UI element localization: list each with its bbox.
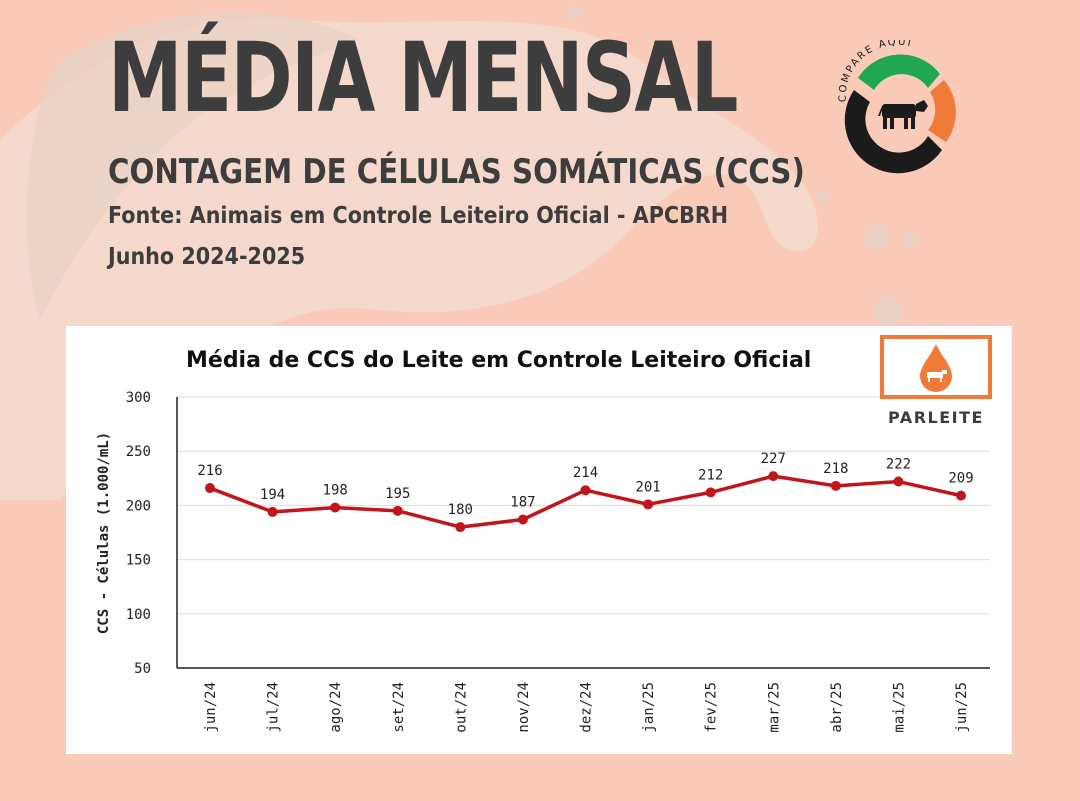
data-label: 227 [761,451,786,467]
x-tick-label: fev/25 [704,682,720,733]
compare-aqui-logo: COMPARE AQUI [838,40,956,174]
x-tick-label: out/24 [453,682,469,733]
y-tick-label: 200 [126,498,151,514]
chart-panel: 50 100 150 200 250 300 CCS - Células (1.000/mL… [66,326,1012,754]
parleite-logo: PARLEITE [880,335,992,427]
data-label: 218 [823,461,848,477]
line-chart: 50 100 150 200 250 300 CCS - Células (1.000/mL… [96,390,990,733]
data-point [893,476,904,487]
data-label: 198 [323,483,348,499]
data-label: 194 [260,487,285,503]
period-line: Junho 2024-2025 [108,244,306,270]
y-axis-label: CCS - Células (1.000/mL) [96,432,112,634]
data-point [956,490,966,501]
headline: MÉDIA MENSAL [108,22,738,134]
data-point [330,502,341,513]
x-tick-label: nov/24 [516,682,532,733]
data-point [517,514,528,525]
data-label: 214 [573,465,598,481]
x-tick-label: jun/24 [203,682,219,733]
y-tick-label: 150 [126,553,151,569]
data-label: 209 [948,471,973,487]
x-tick-label: set/24 [391,682,407,733]
subheadline: CONTAGEM DE CÉLULAS SOMÁTICAS (CCS) [108,152,805,192]
data-label: 216 [197,463,222,479]
data-point [768,471,779,482]
x-tick-label: jun/25 [954,682,970,733]
data-label: 195 [385,486,410,502]
data-point [705,487,716,498]
y-tick-label: 100 [126,607,151,623]
data-label: 212 [698,467,723,483]
chart-title: Média de CCS do Leite em Controle Leitei… [186,348,812,373]
data-point [580,485,591,496]
y-tick-label: 300 [126,390,151,406]
parleite-text: PARLEITE [888,408,984,427]
data-label: 180 [448,502,473,518]
y-tick-label: 50 [134,661,151,677]
x-tick-label: dez/24 [579,682,595,733]
data-label: 201 [635,479,660,495]
x-tick-label: ago/24 [328,682,344,733]
data-point [455,522,466,533]
data-point [392,505,403,516]
data-point [643,499,654,510]
data-point [267,506,278,517]
data-label: 187 [510,494,535,510]
milk-drop-cow-icon [920,344,952,392]
x-tick-label: abr/25 [829,682,845,733]
cow-icon [878,100,928,129]
x-tick-label: mai/25 [891,682,907,733]
x-tick-label: mar/25 [766,682,782,733]
x-tick-label: jan/25 [641,682,657,733]
x-tick-label: jul/24 [266,682,282,733]
source-line: Fonte: Animais em Controle Leiteiro Ofic… [108,203,729,229]
data-label: 222 [886,457,911,473]
data-point [830,480,841,491]
y-tick-label: 250 [126,444,151,460]
data-point [205,483,215,494]
milk-splash-background [0,5,916,501]
